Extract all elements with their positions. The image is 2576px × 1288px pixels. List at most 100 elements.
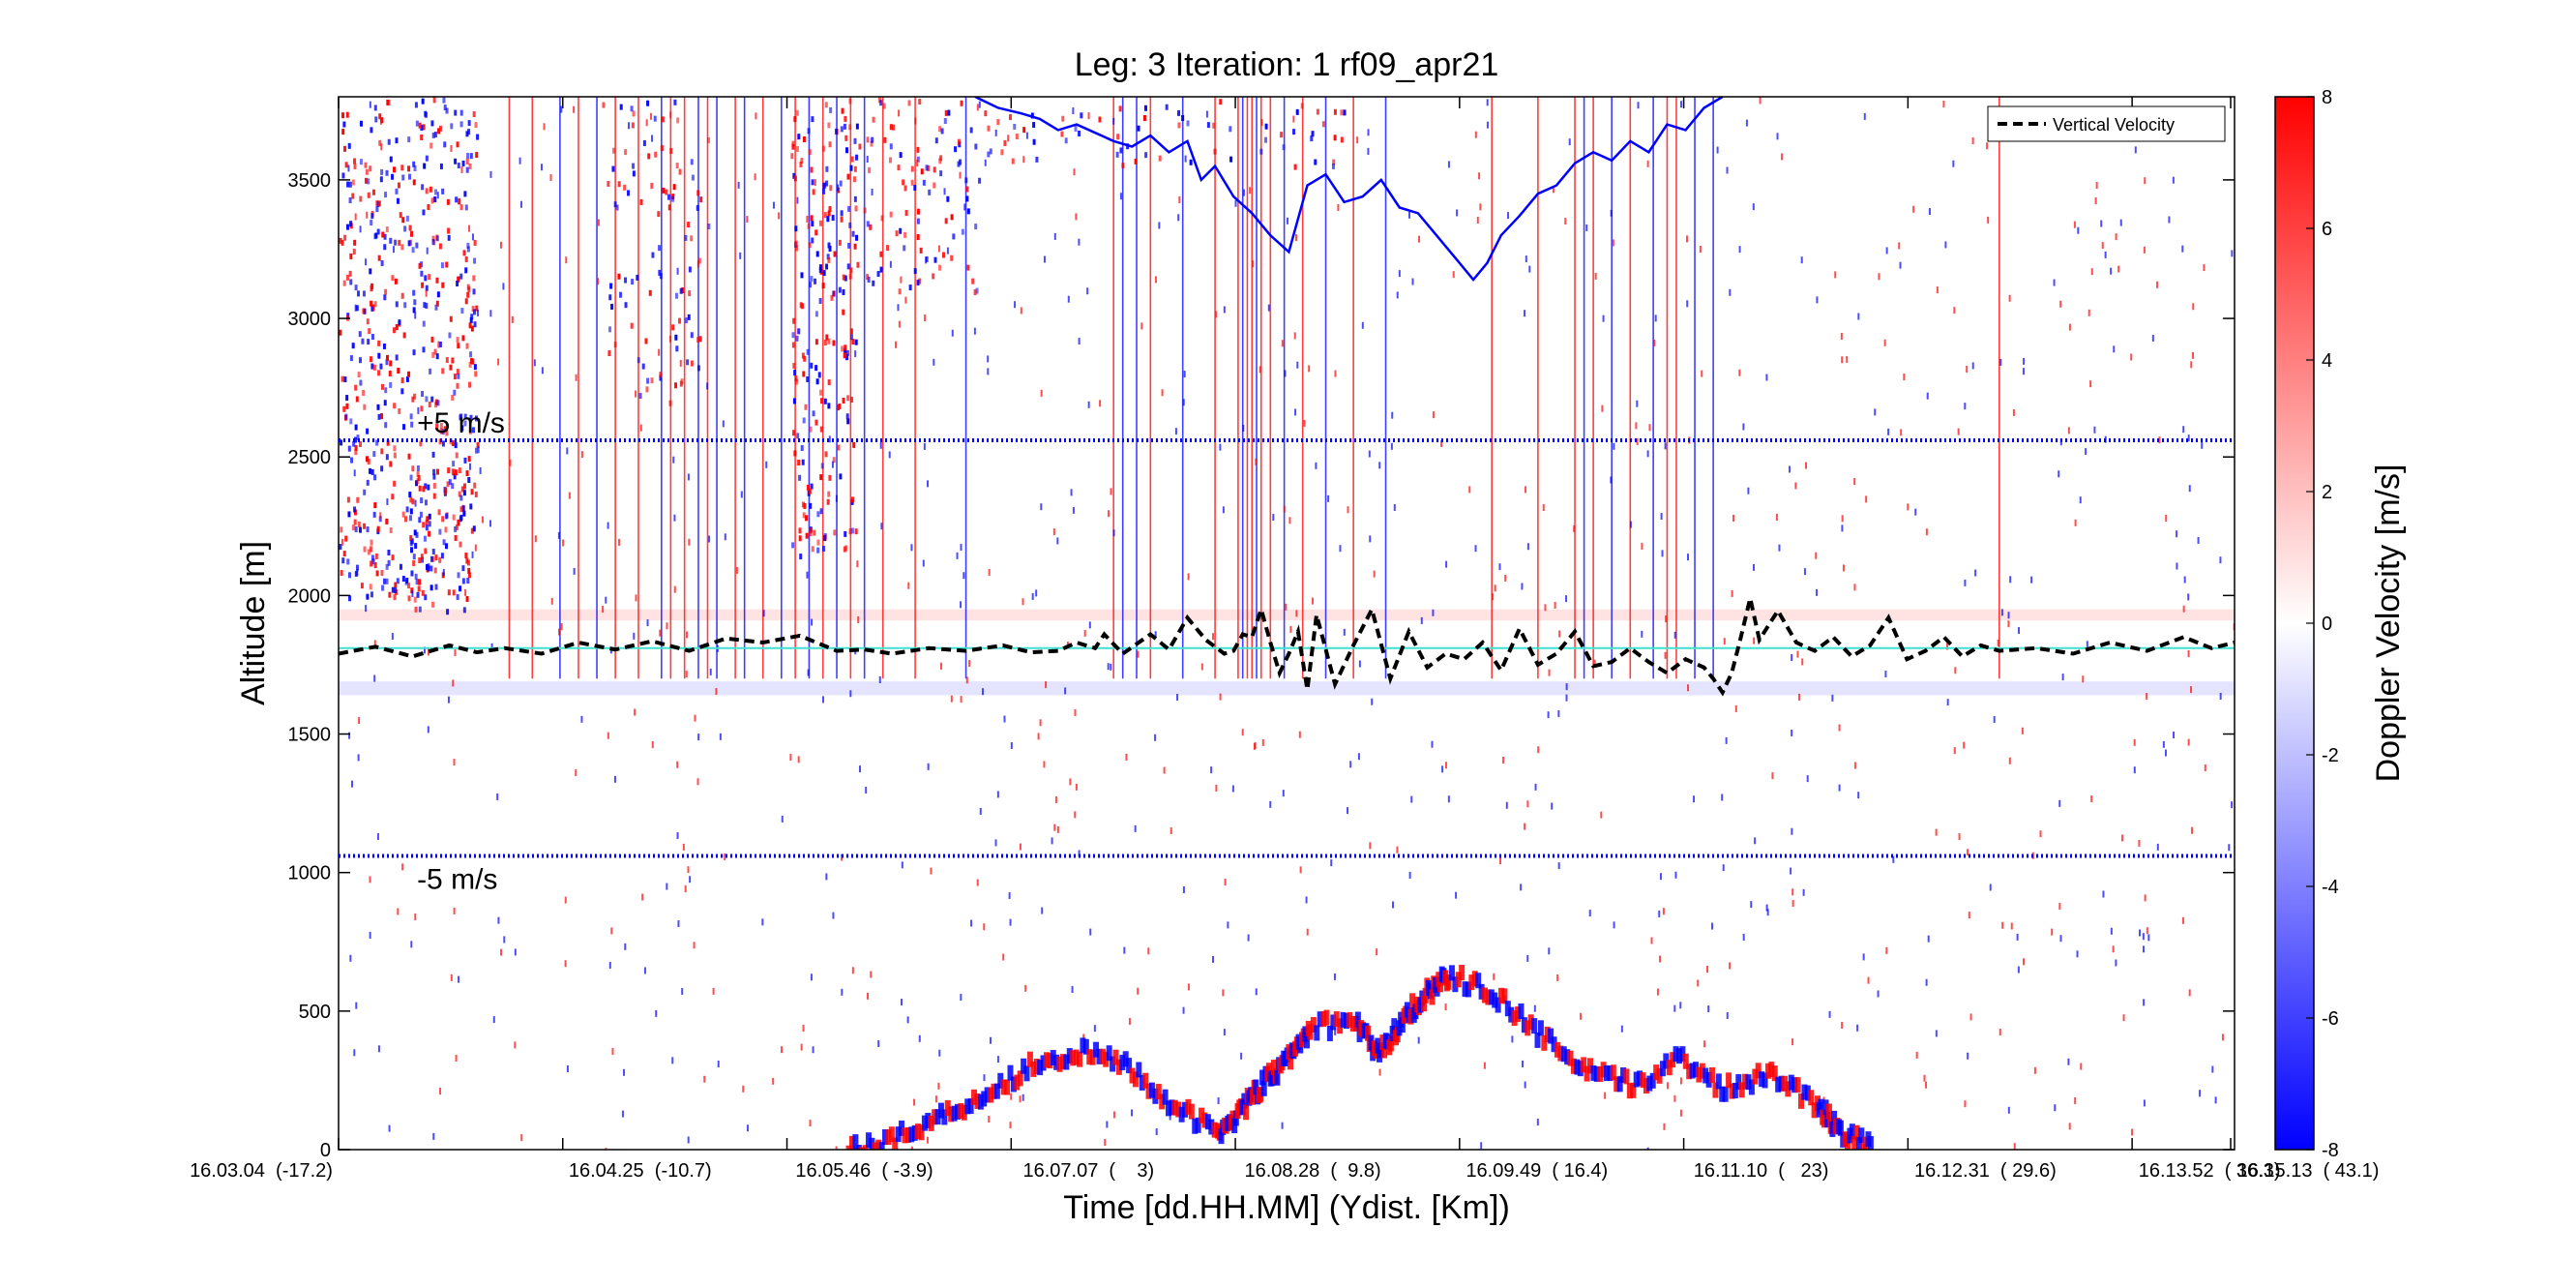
echo-speck	[384, 192, 388, 198]
surface-speck	[1070, 1050, 1077, 1066]
echo-speck	[454, 442, 458, 449]
noise-speck	[1410, 795, 1413, 803]
surface-speck	[1317, 1011, 1323, 1028]
surface-speck	[1188, 1103, 1195, 1120]
noise-speck	[1072, 506, 1075, 514]
echo-speck	[451, 357, 455, 364]
noise-speck	[1796, 650, 1799, 658]
noise-speck	[2219, 556, 2222, 564]
surface-speck	[1110, 1056, 1116, 1072]
noise-speck	[417, 406, 420, 414]
echo-speck	[454, 158, 458, 165]
echo-speck	[869, 224, 873, 230]
echo-speck	[389, 526, 393, 533]
echo-speck	[457, 572, 460, 579]
noise-speck	[641, 893, 644, 901]
noise-speck	[988, 568, 991, 576]
echo-speck	[341, 239, 344, 246]
surface-speck	[1258, 1086, 1264, 1102]
echo-speck	[814, 229, 818, 236]
noise-speck	[2144, 894, 2147, 902]
echo-speck	[473, 239, 477, 246]
echo-speck	[411, 498, 415, 505]
legend-entry-vertical-velocity: Vertical Velocity	[2053, 115, 2175, 135]
noise-speck	[677, 920, 680, 927]
surface-speck	[1824, 1112, 1831, 1128]
noise-speck	[2010, 922, 2013, 930]
noise-speck	[607, 732, 609, 739]
echo-speck	[452, 461, 456, 467]
surface-speck	[1811, 1102, 1818, 1119]
echo-speck	[465, 158, 469, 165]
surface-speck	[1544, 1026, 1551, 1042]
echo-speck	[650, 377, 654, 384]
echo-speck	[681, 287, 685, 294]
surface-speck	[1705, 1071, 1712, 1088]
noise-speck	[960, 601, 962, 609]
noise-speck	[924, 315, 927, 322]
echo-speck	[793, 450, 797, 457]
surface-speck	[1106, 1045, 1112, 1062]
noise-speck	[682, 843, 685, 851]
surface-speck	[1391, 1018, 1398, 1034]
noise-speck	[1533, 1004, 1536, 1012]
echo-speck	[895, 230, 899, 237]
noise-speck	[1093, 1025, 1096, 1033]
surface-speck	[911, 1124, 918, 1141]
echo-speck	[345, 111, 349, 118]
surface-speck	[882, 1128, 889, 1145]
noise-speck	[2073, 221, 2076, 228]
noise-speck	[1347, 506, 1349, 514]
echo-speck	[469, 503, 473, 510]
echo-speck	[369, 467, 372, 474]
y-axis-label: Altitude [m]	[235, 541, 272, 705]
noise-speck	[857, 616, 860, 624]
echo-speck	[462, 250, 466, 256]
echo-speck	[413, 529, 417, 536]
echo-speck	[456, 382, 459, 389]
echo-speck	[378, 113, 382, 120]
noise-speck	[369, 931, 371, 939]
echo-region	[847, 97, 988, 296]
echo-speck	[987, 125, 991, 132]
echo-speck	[425, 155, 429, 162]
echo-speck	[347, 511, 351, 518]
echo-speck	[690, 332, 694, 339]
echo-speck	[827, 256, 831, 263]
noise-speck	[1637, 102, 1640, 109]
noise-speck	[1935, 1030, 1938, 1037]
noise-speck	[926, 1136, 929, 1144]
echo-speck	[370, 220, 373, 226]
echo-speck	[916, 156, 920, 163]
echo-speck	[1177, 109, 1181, 116]
echo-speck	[354, 285, 358, 291]
echo-speck	[794, 240, 798, 247]
noise-speck	[451, 468, 454, 476]
echo-speck	[806, 484, 810, 491]
echo-speck	[952, 233, 956, 240]
echo-speck	[348, 270, 352, 277]
surface-speck	[869, 1137, 875, 1150]
series-vertical-velocity	[339, 597, 2235, 697]
noise-speck	[1610, 476, 1613, 484]
echo-speck	[824, 451, 828, 458]
echo-speck	[811, 546, 814, 553]
noise-speck	[1663, 1123, 1666, 1130]
echo-speck	[819, 508, 823, 515]
surface-speck	[1626, 1083, 1633, 1099]
echo-speck	[803, 355, 807, 362]
echo-speck	[797, 460, 801, 466]
y-tick-label: 0	[320, 1140, 331, 1161]
noise-speck	[1842, 564, 1845, 572]
echo-speck	[435, 235, 439, 242]
surface-speck	[1314, 1025, 1320, 1041]
noise-speck	[669, 111, 672, 119]
echo-speck	[428, 274, 431, 281]
surface-speck	[1788, 1074, 1794, 1091]
echo-speck	[429, 368, 432, 374]
noise-speck	[621, 1110, 624, 1118]
noise-speck	[1247, 934, 1250, 942]
noise-speck	[809, 1120, 812, 1127]
echo-speck	[399, 212, 402, 219]
